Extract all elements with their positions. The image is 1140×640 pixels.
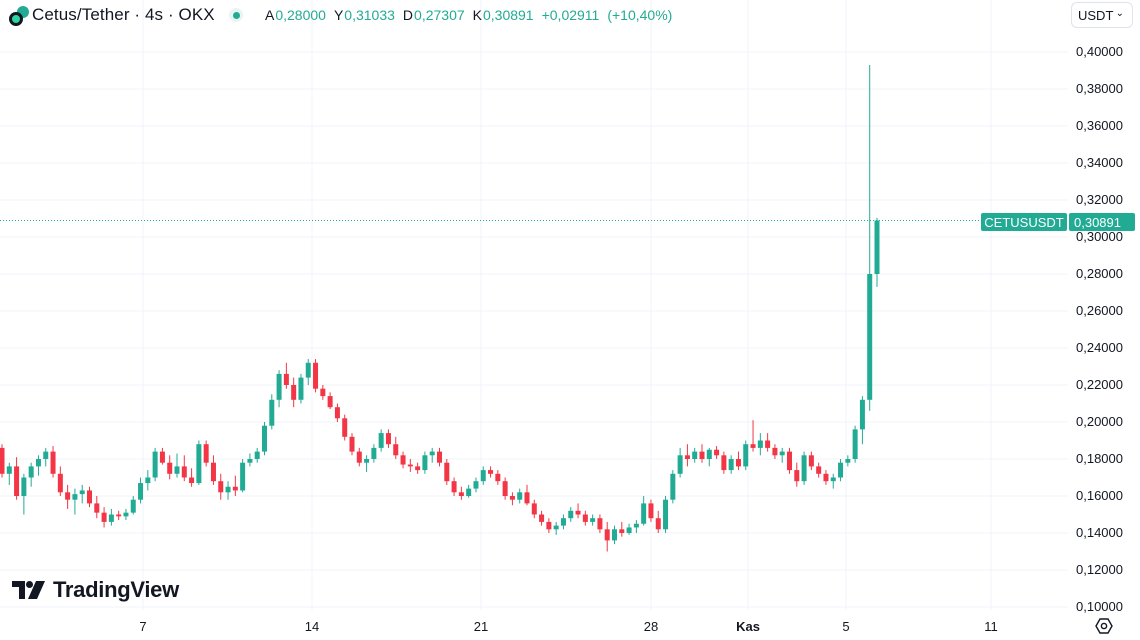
time-tick: 7 (139, 619, 147, 634)
time-tick: 5 (842, 619, 850, 634)
price-axis[interactable]: 0,40000 0,38000 0,36000 0,34000 0,32000 0,300… (1068, 0, 1140, 614)
low-label: D (402, 7, 414, 23)
ohlc-legend: A 0,28000 Y 0,31033 D 0,27307 K 0,30891 +0,0… (265, 7, 672, 23)
price-tick: 0,16000 (1076, 488, 1123, 503)
time-axis[interactable]: 7 14 21 28 Kas 5 11 (0, 610, 1068, 640)
time-tick: 11 (984, 619, 998, 634)
tradingview-logo[interactable]: TradingView (12, 577, 179, 603)
tradingview-text: TradingView (53, 577, 179, 602)
price-tick: 0,22000 (1076, 377, 1123, 392)
symbol-title[interactable]: Cetus/Tether · 4s · OKX (32, 5, 215, 24)
price-tick: 0,26000 (1076, 303, 1123, 318)
high-label: Y (333, 7, 344, 23)
symbol-price-tag: CETUSUSDT (981, 213, 1067, 231)
time-tick: 28 (643, 619, 659, 634)
market-status-icon[interactable] (229, 8, 243, 22)
candlestick-chart[interactable] (0, 0, 1068, 610)
price-tick: 0,12000 (1076, 562, 1123, 577)
high-value: 0,31033 (344, 7, 395, 23)
last-price-tag: 0,30891 (1069, 213, 1135, 231)
price-tick: 0,18000 (1076, 451, 1123, 466)
open-value: 0,28000 (275, 7, 326, 23)
close-value: 0,30891 (482, 7, 534, 23)
price-tick: 0,20000 (1076, 414, 1123, 429)
currency-value: USDT (1078, 7, 1114, 23)
price-tick: 0,24000 (1076, 340, 1123, 355)
tradingview-logo-icon (12, 581, 45, 599)
settings-icon[interactable] (1095, 617, 1113, 635)
time-tick: 14 (304, 619, 320, 634)
chevron-down-icon: ⌄ (1115, 8, 1124, 19)
open-label: A (265, 7, 275, 23)
candles-series (0, 64, 880, 552)
price-tick: 0,34000 (1076, 155, 1123, 170)
currency-selector[interactable]: USDT ⌄ (1071, 2, 1133, 28)
price-tick: 0,36000 (1076, 118, 1123, 133)
time-tick: Kas (736, 619, 760, 634)
price-tick: 0,38000 (1076, 81, 1123, 96)
price-tick: 0,32000 (1076, 192, 1123, 207)
change-value: +0,02911 (541, 7, 600, 23)
price-tick: 0,30000 (1076, 229, 1123, 244)
price-tick: 0,14000 (1076, 525, 1123, 540)
price-tick: 0,28000 (1076, 266, 1123, 281)
close-label: K (472, 7, 482, 23)
time-tick: 21 (473, 619, 489, 634)
price-tick: 0,40000 (1076, 44, 1123, 59)
low-value: 0,27307 (414, 7, 465, 23)
price-tick: 0,10000 (1076, 599, 1123, 614)
cetus-logo-icon (9, 6, 29, 26)
chart-grid (0, 0, 1068, 610)
change-percent: (+10,40%) (607, 7, 673, 23)
